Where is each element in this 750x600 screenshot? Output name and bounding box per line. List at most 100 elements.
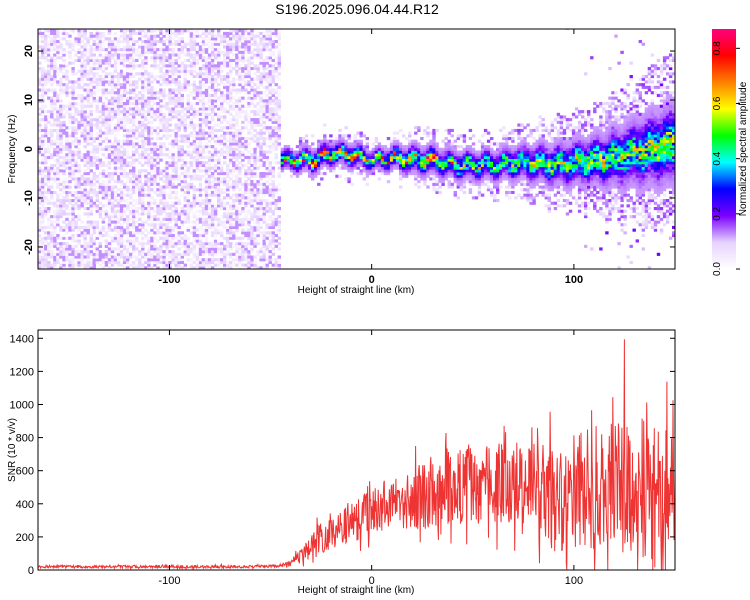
heatmap-cell: [53, 252, 57, 256]
heatmap-cell: [180, 96, 184, 100]
heatmap-cell: [271, 29, 275, 33]
heatmap-cell: [50, 169, 54, 173]
heatmap-cell: [247, 239, 251, 243]
heatmap-cell: [71, 61, 75, 65]
heatmap-cell: [132, 61, 136, 65]
heatmap-cell: [77, 126, 81, 130]
heatmap-cell: [247, 258, 251, 262]
heatmap-cell: [247, 75, 251, 79]
heatmap-cell: [150, 88, 154, 92]
heatmap-cell: [156, 166, 160, 170]
heatmap-cell: [192, 204, 197, 208]
heatmap-cell: [271, 169, 275, 173]
heatmap-cell: [262, 139, 266, 143]
heatmap-cell: [180, 48, 184, 52]
heatmap-cell: [168, 180, 172, 184]
heatmap-cell: [74, 126, 78, 130]
heatmap-cell: [138, 115, 142, 119]
heatmap-cell: [277, 207, 281, 211]
heatmap-cell: [156, 234, 160, 238]
heatmap-cell: [38, 77, 42, 81]
heatmap-cell: [68, 185, 72, 189]
heatmap-cell: [235, 247, 239, 251]
heatmap-cell: [68, 158, 72, 162]
heatmap-cell: [250, 217, 254, 221]
heatmap-cell: [274, 118, 278, 122]
heatmap-cell: [113, 169, 118, 173]
heatmap-cell: [250, 29, 254, 33]
heatmap-cell: [165, 172, 169, 176]
heatmap-cell: [271, 107, 275, 111]
heatmap-cell: [165, 193, 169, 197]
heatmap-cell: [41, 34, 45, 38]
heatmap-cell: [153, 34, 157, 38]
heatmap-cell: [126, 250, 130, 254]
heatmap-cell: [189, 67, 194, 71]
heatmap-cell: [259, 99, 263, 103]
heatmap-cell: [95, 131, 99, 135]
heatmap-cell: [238, 223, 242, 227]
heatmap-cell: [86, 134, 90, 138]
heatmap-cell: [126, 209, 130, 213]
heatmap-cell: [56, 260, 60, 264]
heatmap-cell: [238, 182, 242, 186]
heatmap-cell: [171, 67, 175, 71]
heatmap-cell: [141, 169, 145, 173]
heatmap-cell: [116, 199, 121, 203]
heatmap-cell: [116, 252, 121, 256]
heatmap-cell: [53, 150, 57, 154]
heatmap-cell: [192, 53, 197, 57]
heatmap-cell: [277, 118, 281, 122]
heatmap-cell: [168, 96, 172, 100]
heatmap-cell: [62, 128, 66, 132]
heatmap-cell: [153, 126, 157, 130]
heatmap-cell: [59, 244, 63, 248]
heatmap-cell: [107, 107, 112, 111]
heatmap-cell: [153, 255, 157, 259]
heatmap-cell: [174, 99, 178, 103]
heatmap-cell: [241, 56, 245, 60]
heatmap-cell: [268, 69, 272, 73]
heatmap-cell: [68, 61, 72, 65]
heatmap-cell: [141, 80, 145, 84]
heatmap-cell: [268, 53, 272, 57]
heatmap-cell: [56, 252, 60, 256]
heatmap-cell: [220, 182, 224, 186]
heatmap-cell: [241, 236, 245, 240]
heatmap-cell: [86, 37, 90, 41]
heatmap-cell: [156, 48, 160, 52]
heatmap-cell: [138, 201, 142, 205]
heatmap-cell: [186, 220, 190, 224]
heatmap-cell: [116, 75, 121, 79]
heatmap-cell: [156, 158, 160, 162]
heatmap-cell: [135, 158, 139, 162]
heatmap-cell: [247, 34, 251, 38]
heatmap-cell: [122, 126, 127, 130]
heatmap-cell: [229, 91, 233, 95]
heatmap-cell: [132, 242, 136, 246]
heatmap-cell: [56, 80, 60, 84]
heatmap-cell: [89, 126, 93, 130]
heatmap-cell: [159, 231, 163, 235]
heatmap-cell: [77, 212, 81, 216]
heatmap-cell: [71, 48, 75, 52]
heatmap-cell: [92, 80, 96, 84]
heatmap-cell: [265, 209, 269, 213]
heatmap-cell: [274, 145, 278, 149]
heatmap-cell: [86, 128, 90, 132]
heatmap-cell: [116, 107, 121, 111]
heatmap-cell: [65, 204, 69, 208]
heatmap-cell: [162, 88, 166, 92]
heatmap-cell: [56, 45, 60, 49]
heatmap-cell: [144, 207, 148, 211]
heatmap-cell: [41, 67, 45, 71]
heatmap-cell: [50, 128, 54, 132]
heatmap-cell: [217, 99, 221, 103]
heatmap-cell: [104, 260, 109, 264]
heatmap-cell: [192, 56, 197, 60]
heatmap-cell: [262, 155, 266, 159]
heatmap-cell: [59, 137, 63, 141]
heatmap-cell: [277, 182, 281, 186]
heatmap-cell: [104, 209, 109, 213]
heatmap-cell: [256, 212, 260, 216]
